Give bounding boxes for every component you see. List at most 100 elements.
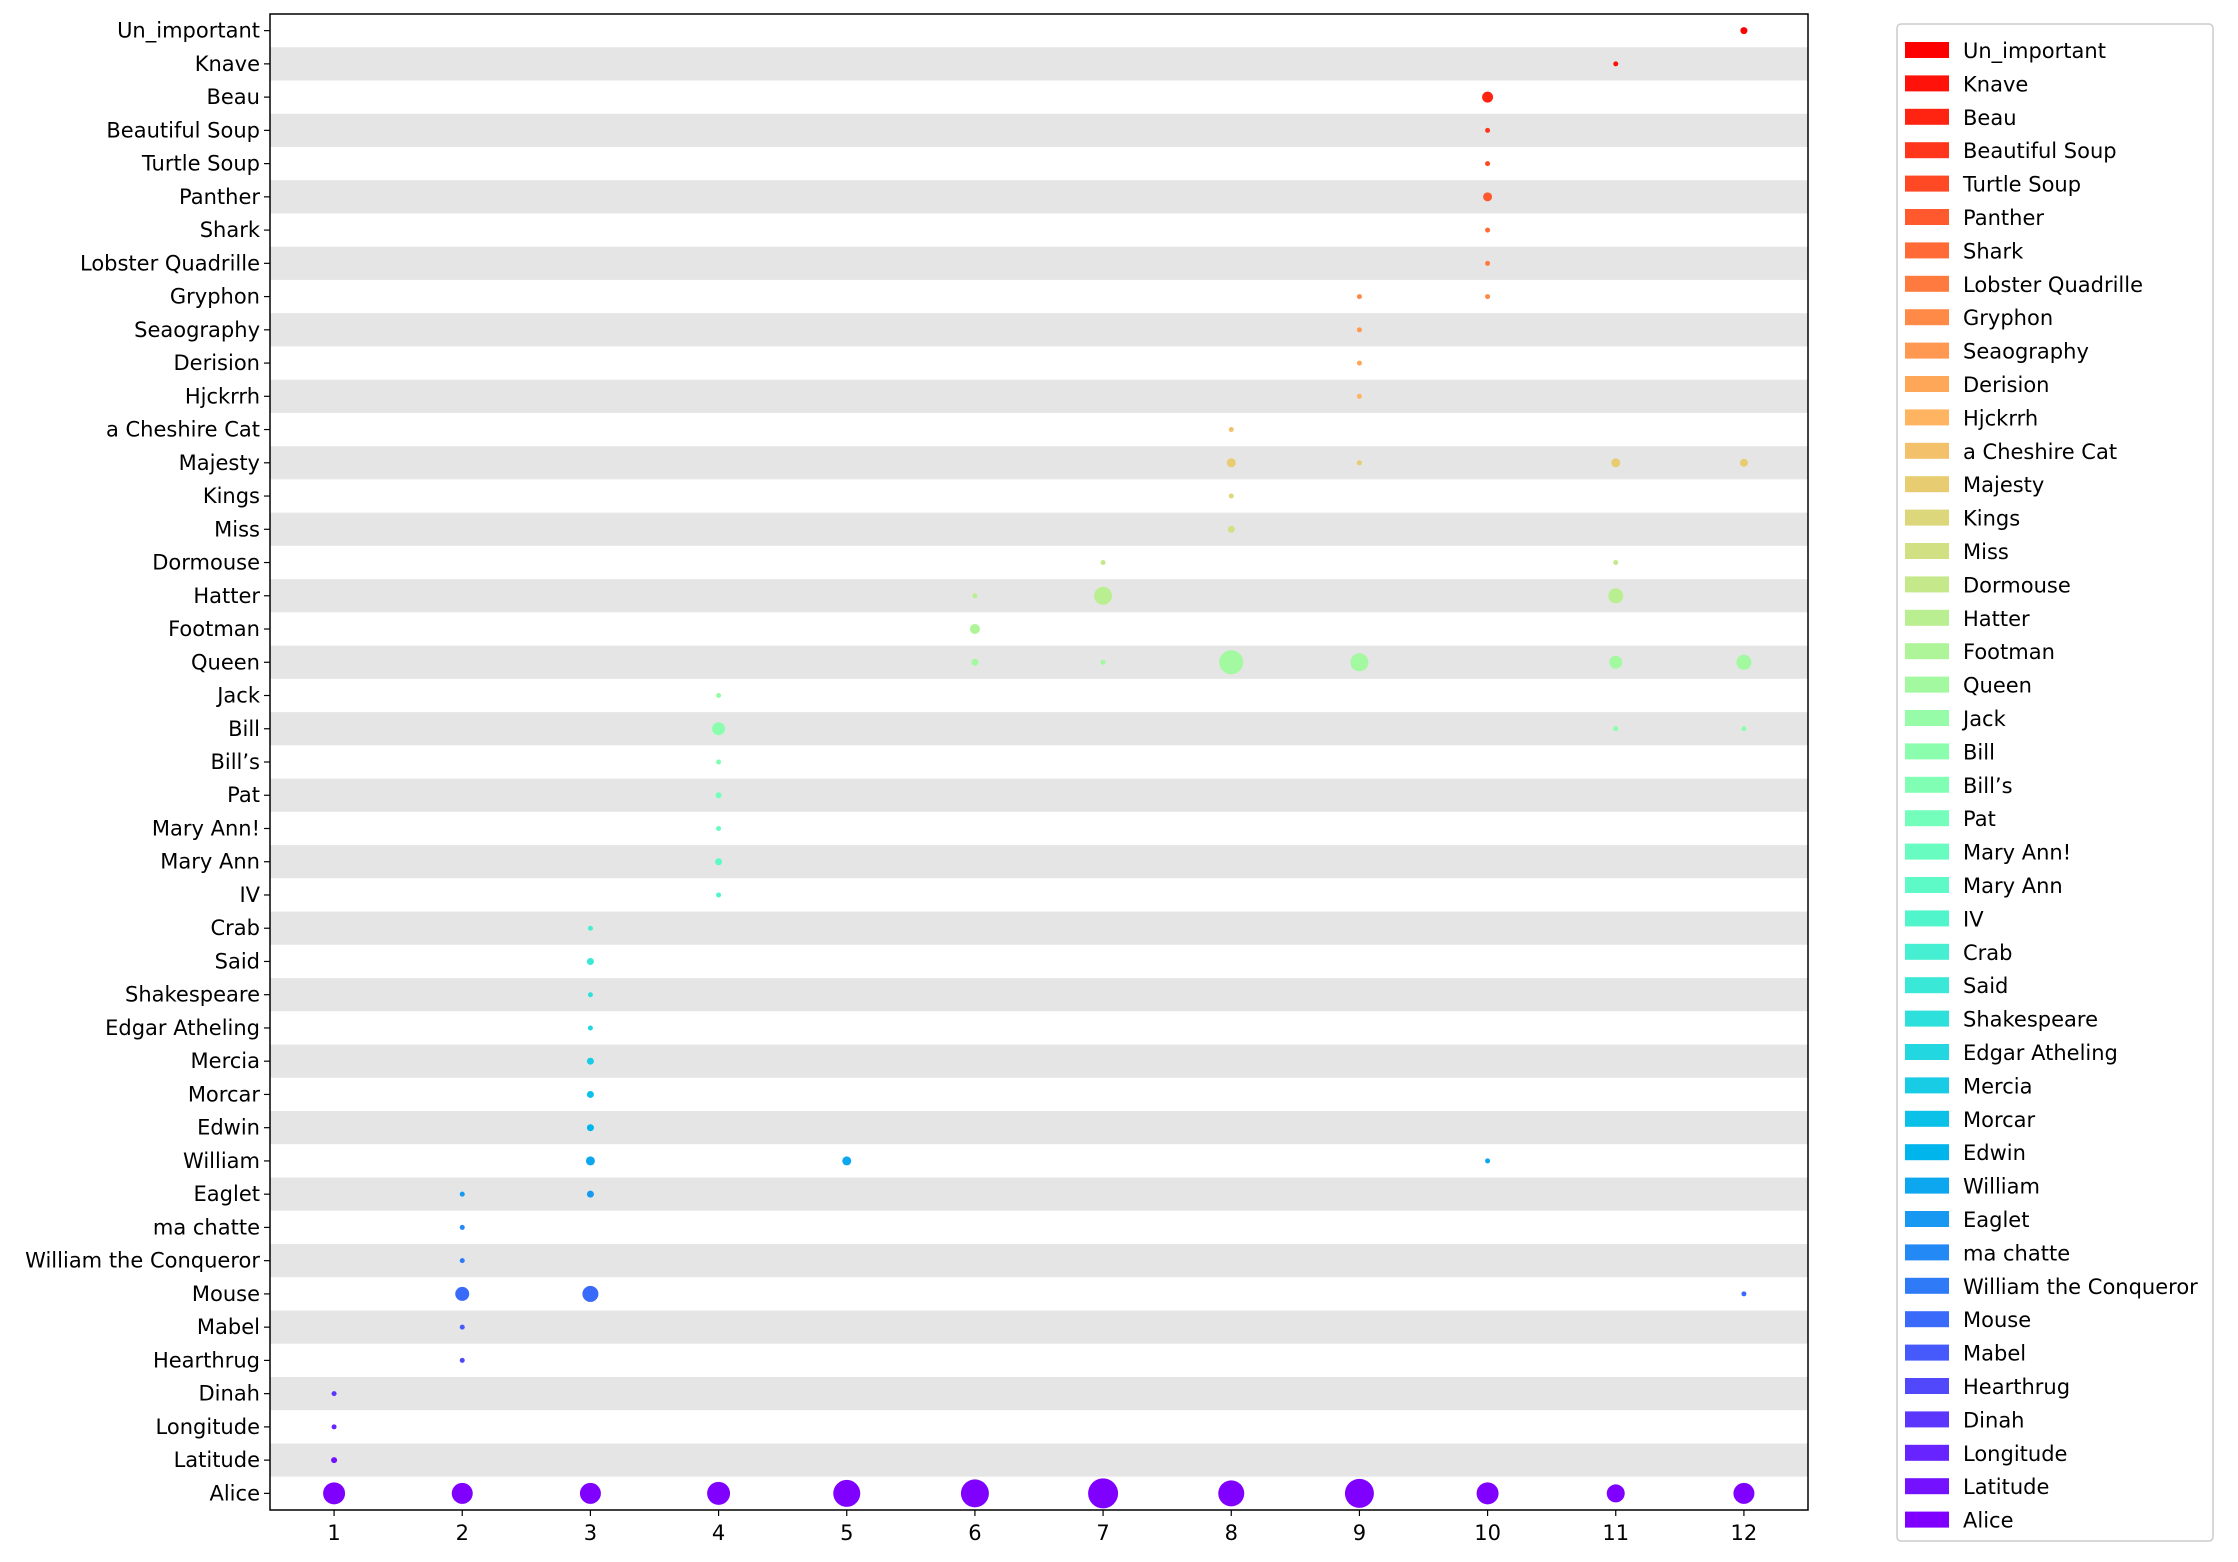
data-point — [586, 1057, 594, 1065]
y-tick-label: Shakespeare — [125, 983, 260, 1007]
data-point — [971, 658, 979, 666]
legend-swatch — [1905, 1411, 1949, 1428]
data-point — [716, 759, 722, 765]
y-tick-label: Knave — [195, 52, 260, 76]
data-point — [1485, 260, 1491, 266]
y-tick-label: Hatter — [193, 584, 260, 608]
legend-swatch — [1905, 142, 1949, 159]
data-point — [587, 1025, 593, 1031]
y-tick-label: Morcar — [188, 1082, 261, 1106]
legend-label: Hatter — [1963, 607, 2030, 631]
data-point — [1611, 458, 1621, 468]
row-band — [270, 878, 1808, 912]
y-tick-label: ma chatte — [153, 1215, 260, 1239]
legend-swatch — [1905, 409, 1949, 426]
legend-swatch — [1905, 543, 1949, 559]
legend-swatch — [1905, 1311, 1949, 1328]
data-point — [459, 1357, 465, 1363]
row-band — [270, 612, 1808, 646]
legend-label: Alice — [1963, 1509, 2014, 1533]
legend-swatch — [1905, 108, 1949, 125]
legend-swatch — [1905, 309, 1949, 326]
data-point — [1606, 1484, 1625, 1503]
y-tick-label: Un_important — [117, 19, 260, 44]
legend-swatch — [1905, 1077, 1949, 1094]
y-tick-label: Shark — [200, 218, 261, 242]
legend-swatch — [1905, 1010, 1949, 1027]
legend-swatch — [1905, 643, 1949, 660]
row-band — [270, 512, 1808, 546]
row-band — [270, 1277, 1808, 1311]
legend-swatch — [1905, 1378, 1949, 1394]
data-point — [1739, 458, 1748, 467]
row-band — [270, 745, 1808, 779]
row-band — [270, 313, 1808, 347]
row-band — [270, 180, 1808, 214]
y-tick-label: Pat — [227, 783, 260, 807]
data-point — [715, 858, 723, 866]
data-point — [586, 1090, 594, 1098]
legend-label: Mercia — [1963, 1074, 2032, 1098]
legend-label: Lobster Quadrille — [1963, 273, 2143, 297]
y-tick-label: Mabel — [197, 1315, 260, 1339]
data-point — [1613, 61, 1619, 67]
y-tick-label: Longitude — [156, 1415, 260, 1439]
data-point — [582, 1285, 599, 1302]
data-point — [1227, 525, 1235, 533]
legend-label: Shark — [1963, 239, 2024, 263]
legend-swatch — [1905, 810, 1949, 827]
legend-label: William — [1963, 1175, 2040, 1199]
legend-swatch — [1905, 676, 1949, 693]
data-point — [459, 1224, 465, 1230]
data-point — [707, 1481, 731, 1505]
legend-swatch — [1905, 342, 1949, 359]
data-point — [587, 925, 593, 931]
y-tick-label: Gryphon — [170, 285, 260, 309]
row-band — [270, 944, 1808, 979]
y-tick-label: Beautiful Soup — [106, 118, 260, 142]
row-band — [270, 579, 1808, 613]
legend-swatch — [1905, 877, 1949, 893]
data-point — [833, 1479, 861, 1507]
legend-label: Turtle Soup — [1962, 173, 2081, 197]
legend-swatch — [1905, 1478, 1949, 1495]
data-points — [323, 27, 1755, 1509]
data-point — [1733, 1482, 1755, 1504]
y-tick-label: Footman — [168, 617, 260, 641]
row-band — [270, 146, 1808, 181]
x-tick-label: 11 — [1602, 1521, 1629, 1545]
legend: Un_important Knave Beau Beautiful Soup Turtl… — [1896, 23, 2214, 1542]
legend-swatch — [1905, 1277, 1949, 1294]
row-band — [270, 246, 1808, 280]
data-point — [969, 624, 980, 635]
row-band — [270, 1011, 1808, 1045]
y-tick-label: Mercia — [191, 1049, 260, 1073]
legend-swatch — [1905, 1177, 1949, 1194]
y-tick-label: a Cheshire Cat — [106, 418, 260, 442]
data-point — [1356, 294, 1362, 300]
legend-swatch — [1905, 1244, 1949, 1261]
row-band — [270, 978, 1808, 1012]
data-point — [1740, 27, 1748, 35]
legend-swatch — [1905, 710, 1949, 726]
x-tick-label: 3 — [584, 1521, 597, 1545]
row-band — [270, 1111, 1808, 1145]
y-tick-label: Mary Ann — [160, 850, 260, 874]
legend-label: Jack — [1961, 707, 2007, 731]
legend-label: Miss — [1963, 540, 2009, 564]
row-bands — [270, 14, 1808, 1510]
row-band — [270, 1343, 1808, 1378]
row-band — [270, 1210, 1808, 1245]
data-point — [1350, 653, 1369, 672]
legend-label: Majesty — [1963, 473, 2044, 497]
x-tick-label: 10 — [1474, 1521, 1501, 1545]
y-tick-label: Lobster Quadrille — [80, 251, 260, 275]
row-band — [270, 1144, 1808, 1178]
legend-label: Eaglet — [1963, 1208, 2029, 1232]
data-point — [587, 992, 593, 998]
legend-swatch — [1905, 743, 1949, 760]
row-band — [270, 1310, 1808, 1344]
legend-swatch — [1905, 843, 1949, 860]
legend-label: Mabel — [1963, 1342, 2026, 1366]
data-point — [1736, 654, 1752, 670]
